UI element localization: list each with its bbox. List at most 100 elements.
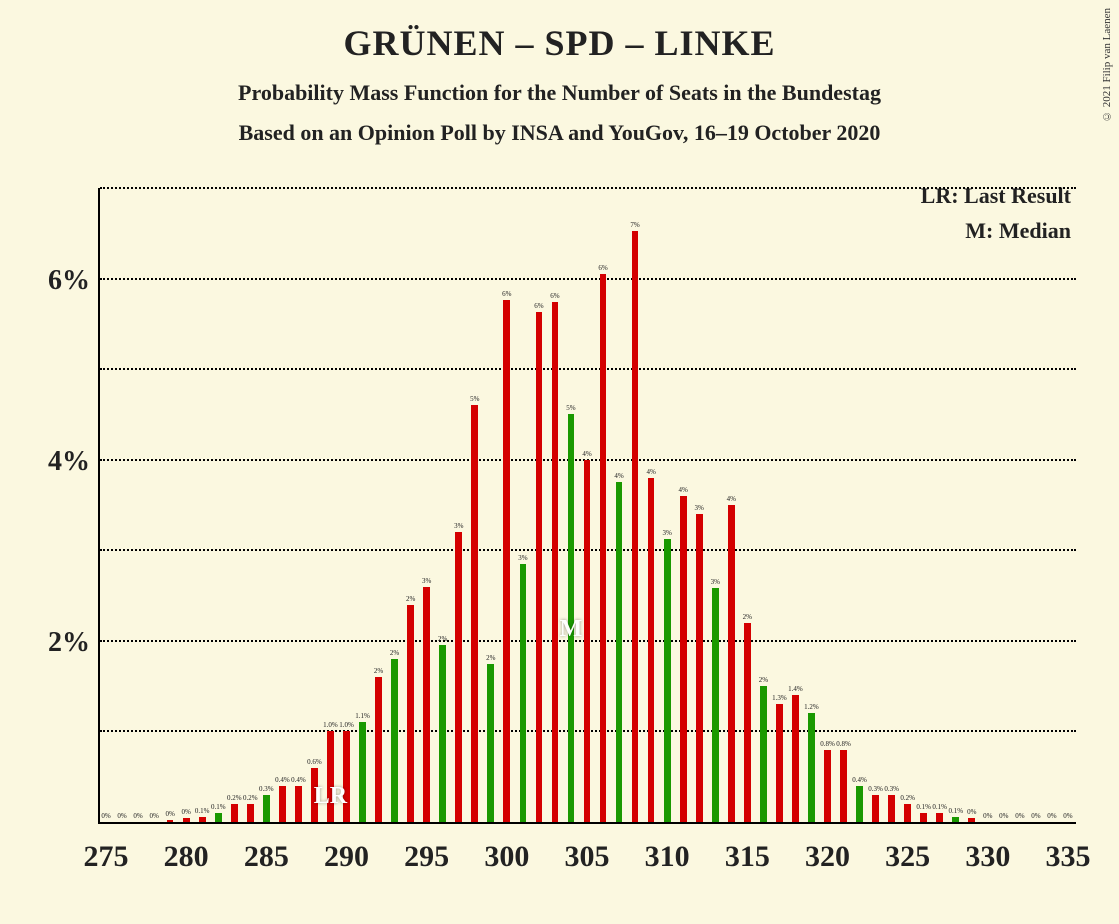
bar-value-label: 2% bbox=[438, 635, 447, 643]
bar bbox=[247, 804, 254, 822]
bar bbox=[215, 813, 222, 822]
chart-subtitle-2: Based on an Opinion Poll by INSA and You… bbox=[0, 120, 1119, 146]
gridline bbox=[100, 187, 1076, 189]
x-axis-label: 330 bbox=[965, 840, 1010, 874]
x-axis-label: 335 bbox=[1045, 840, 1090, 874]
bar-value-label: 0.1% bbox=[932, 803, 947, 811]
bar-value-label: 6% bbox=[534, 302, 543, 310]
bar-value-label: 2% bbox=[486, 654, 495, 662]
bar bbox=[439, 645, 446, 822]
bar-value-label: 0% bbox=[101, 812, 110, 820]
bar bbox=[840, 750, 847, 822]
bar-value-label: 1.0% bbox=[339, 721, 354, 729]
bar bbox=[263, 795, 270, 822]
bar-value-label: 0.1% bbox=[948, 807, 963, 815]
bar-value-label: 0% bbox=[165, 810, 174, 818]
bar bbox=[375, 677, 382, 822]
bar bbox=[888, 795, 895, 822]
x-axis-label: 285 bbox=[244, 840, 289, 874]
bar bbox=[279, 786, 286, 822]
bar-value-label: 3% bbox=[422, 577, 431, 585]
bar bbox=[808, 713, 815, 822]
bar-value-label: 0% bbox=[983, 812, 992, 820]
gridline bbox=[100, 368, 1076, 370]
bar-value-label: 0.2% bbox=[243, 794, 258, 802]
y-axis bbox=[98, 188, 100, 824]
bar bbox=[552, 302, 559, 822]
bar-value-label: 3% bbox=[518, 554, 527, 562]
bar-value-label: 1.3% bbox=[772, 694, 787, 702]
x-axis-label: 325 bbox=[885, 840, 930, 874]
bar bbox=[696, 514, 703, 822]
bar bbox=[616, 482, 623, 822]
bar bbox=[680, 496, 687, 822]
bar bbox=[536, 312, 543, 822]
bar bbox=[968, 818, 975, 822]
bar-value-label: 3% bbox=[454, 522, 463, 530]
bar-value-label: 6% bbox=[550, 292, 559, 300]
bar bbox=[648, 478, 655, 822]
bar-value-label: 0.1% bbox=[195, 807, 210, 815]
bar-value-label: 0% bbox=[182, 808, 191, 816]
bar bbox=[199, 817, 206, 822]
bar bbox=[920, 813, 927, 822]
bar bbox=[664, 539, 671, 822]
x-axis-label: 315 bbox=[725, 840, 770, 874]
bar bbox=[824, 750, 831, 822]
bar bbox=[295, 786, 302, 822]
bar bbox=[391, 659, 398, 822]
bar-value-label: 3% bbox=[711, 578, 720, 586]
bar-value-label: 6% bbox=[598, 264, 607, 272]
bar bbox=[183, 818, 190, 822]
x-axis-label: 300 bbox=[484, 840, 529, 874]
bar bbox=[455, 532, 462, 822]
y-axis-label: 4% bbox=[32, 446, 90, 478]
bar-value-label: 4% bbox=[727, 495, 736, 503]
bar-value-label: 1.4% bbox=[788, 685, 803, 693]
bar-value-label: 1.1% bbox=[355, 712, 370, 720]
bar bbox=[568, 414, 575, 822]
chart-subtitle-1: Probability Mass Function for the Number… bbox=[0, 80, 1119, 106]
bar-value-label: 4% bbox=[679, 486, 688, 494]
bar bbox=[471, 405, 478, 822]
bar-value-label: 1.2% bbox=[804, 703, 819, 711]
bar-value-label: 0.4% bbox=[852, 776, 867, 784]
bar bbox=[792, 695, 799, 822]
bar-value-label: 0% bbox=[133, 812, 142, 820]
chart-title: GRÜNEN – SPD – LINKE bbox=[0, 22, 1119, 64]
bar-value-label: 5% bbox=[470, 395, 479, 403]
bar-value-label: 0.3% bbox=[884, 785, 899, 793]
bar bbox=[359, 722, 366, 822]
bar bbox=[776, 704, 783, 822]
bar-value-label: 0.2% bbox=[227, 794, 242, 802]
bar bbox=[520, 564, 527, 822]
bar bbox=[231, 804, 238, 822]
bar-value-label: 0.3% bbox=[868, 785, 883, 793]
bar-value-label: 0.8% bbox=[836, 740, 851, 748]
bar-value-label: 7% bbox=[630, 221, 639, 229]
bar-value-label: 4% bbox=[614, 472, 623, 480]
bar-value-label: 0% bbox=[1031, 812, 1040, 820]
x-axis-label: 320 bbox=[805, 840, 850, 874]
x-axis-label: 275 bbox=[84, 840, 129, 874]
title-block: GRÜNEN – SPD – LINKE Probability Mass Fu… bbox=[0, 0, 1119, 146]
bar-value-label: 0% bbox=[1015, 812, 1024, 820]
bar-value-label: 0% bbox=[1063, 812, 1072, 820]
bar-value-label: 0% bbox=[1047, 812, 1056, 820]
bar-value-label: 0% bbox=[967, 808, 976, 816]
bar-value-label: 1.0% bbox=[323, 721, 338, 729]
bar-value-label: 5% bbox=[566, 404, 575, 412]
bar bbox=[311, 768, 318, 822]
bar-value-label: 0.4% bbox=[275, 776, 290, 784]
bar bbox=[712, 588, 719, 822]
bar bbox=[728, 505, 735, 822]
bar bbox=[584, 460, 591, 822]
bar bbox=[423, 587, 430, 822]
bar bbox=[872, 795, 879, 822]
y-axis-label: 2% bbox=[32, 627, 90, 659]
bar-value-label: 3% bbox=[662, 529, 671, 537]
bar bbox=[407, 605, 414, 822]
bar-value-label: 0% bbox=[117, 812, 126, 820]
plot-area: 2%4%6%0%0%0%0%0%0%0.1%0.1%0.2%0.2%0.3%0.… bbox=[98, 188, 1076, 824]
x-axis-label: 295 bbox=[404, 840, 449, 874]
